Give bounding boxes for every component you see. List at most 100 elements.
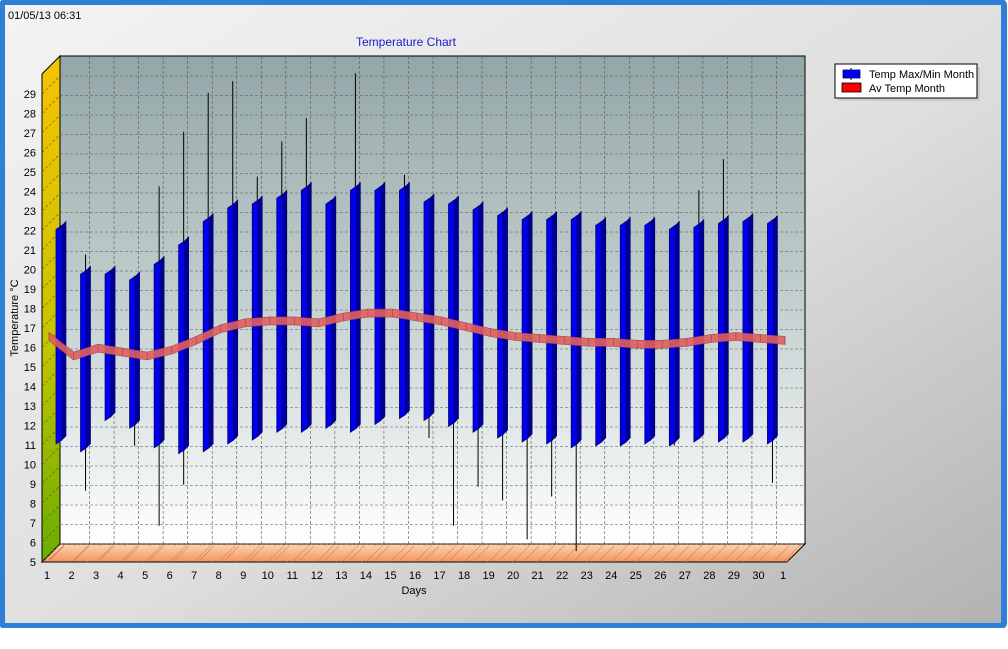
range-bar-side [724,214,729,439]
x-tick-label: 14 [360,570,372,582]
range-bar [423,197,431,422]
average-line [48,308,786,361]
legend-item-avg: Av Temp Month [869,83,945,95]
range-bar [767,218,774,445]
x-tick-label: 1 [780,570,786,582]
y-tick-label: 21 [24,245,36,257]
h-gridline-side [41,153,61,173]
y-tick-label: 6 [30,538,36,550]
plot-floor-hatch [42,544,805,562]
h-gridline-side [41,95,61,114]
floor-gridline [782,543,802,563]
range-bar [644,220,652,445]
y-tick-label: 25 [24,167,36,179]
x-tick-label: 28 [703,570,715,582]
x-tick-label: 1 [44,570,50,582]
floor-gridline [586,543,605,563]
chart-title: Temperature Chart [356,35,457,49]
x-tick-label: 2 [68,570,74,582]
y-tick-label: 26 [24,148,36,160]
floor-gridline [218,543,237,563]
y-tick-label: 20 [24,265,36,277]
h-gridline-side [41,465,61,485]
legend: Temp Max/Min Month Av Temp Month [834,63,980,101]
range-bar-side [478,201,484,429]
y-tick-label: 10 [24,460,36,472]
range-bar [546,214,554,445]
range-bar-side [233,199,239,441]
h-gridline-side [41,446,61,465]
x-tick-label: 23 [581,570,593,582]
range-bar-side [675,220,680,443]
range-bar [374,185,382,426]
range-bar [80,269,87,453]
range-bar-side [527,210,533,439]
h-gridline-side [41,75,61,95]
range-bar [325,199,333,430]
floor-gridline [562,543,581,563]
x-tick-label: 30 [752,570,764,582]
range-bar-side [773,214,778,441]
y-tick-label: 12 [24,421,36,433]
floor-gridline [537,543,556,563]
range-bar [300,185,308,433]
x-tick-label: 9 [240,570,246,582]
y-tick-label: 11 [25,440,36,452]
y-tick-label: 13 [24,401,36,413]
range-bar-side [405,181,410,416]
x-tick-label: 13 [335,570,347,582]
x-axis-label: Days [401,585,427,597]
timestamp-label: 01/05/13 06:31 [8,10,81,22]
range-bar-side [282,189,288,429]
range-bar [497,211,505,439]
range-bar [742,216,750,443]
floor-gridline [439,543,458,563]
range-bar-side [576,210,582,445]
x-tick-label: 17 [433,570,445,582]
floor-gridline [488,543,507,563]
y-tick-label: 27 [24,128,36,140]
range-bar [668,224,676,447]
floor-gridline [414,543,434,563]
x-tick-label: 10 [262,570,274,582]
floor-gridline [733,543,753,563]
range-bar [619,220,627,447]
range-bar-side [135,271,140,426]
range-bar [521,214,529,443]
range-bar-side [86,265,91,449]
h-gridline-side [41,504,61,524]
h-gridline-side [41,192,61,212]
range-bar-side [699,218,705,439]
range-bar-side [748,212,754,439]
x-tick-label: 6 [167,570,173,582]
h-gridline-side [41,134,61,153]
h-gridline-side [41,173,61,192]
x-tick-label: 21 [532,570,544,582]
floor-gridline [95,543,115,563]
x-tick-label: 7 [191,570,197,582]
x-tick-label: 22 [556,570,568,582]
y-axis: 5 6 7 8 9 10 11 12 13 14 15 16 17 18 19 20 21 22 23 24 25 26 2… [24,89,36,569]
y-tick-label: 9 [30,479,36,491]
h-gridline-side [41,485,61,504]
x-tick-label: 19 [482,570,494,582]
floor-gridline [243,543,262,563]
range-bar-side [601,216,607,443]
range-bar [349,185,357,433]
h-gridline-side [41,543,61,563]
floor-gridline [169,543,188,563]
range-bar-side [356,181,361,429]
y-tick-label: 17 [24,323,36,335]
range-bar-side [552,210,557,441]
range-bar [399,185,406,420]
x-tick-label: 3 [93,570,99,582]
y-tick-label: 23 [24,206,36,218]
range-bar-side [625,216,631,443]
floor-gridline [684,543,704,563]
legend-item-maxmin: Temp Max/Min Month [869,69,974,81]
floor-gridline [120,543,139,563]
x-tick-label: 12 [311,570,323,582]
floor-gridline [635,543,654,563]
range-bar [570,214,578,449]
floor-gridline [463,543,483,563]
